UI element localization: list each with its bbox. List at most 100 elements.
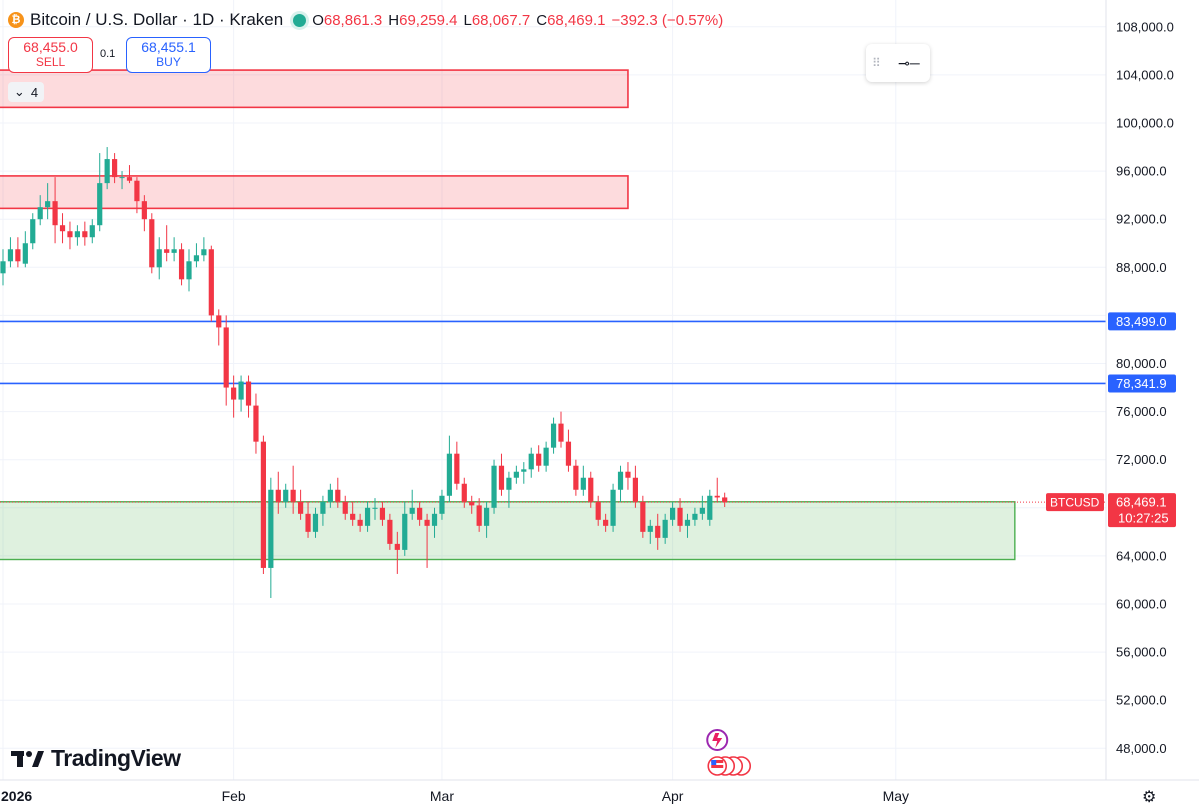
sell-label: SELL bbox=[35, 55, 66, 69]
us-flag-icon bbox=[711, 760, 717, 765]
close-label: C bbox=[536, 11, 548, 29]
symbol-tag bbox=[1046, 493, 1104, 512]
candle bbox=[379, 501, 386, 526]
candle bbox=[617, 465, 624, 502]
candle-body bbox=[67, 231, 73, 238]
candle bbox=[298, 489, 304, 520]
candle-body bbox=[484, 507, 490, 526]
price-tag bbox=[1108, 374, 1176, 393]
candle bbox=[603, 513, 609, 532]
candle-body bbox=[558, 423, 564, 442]
candle-body bbox=[550, 423, 557, 448]
symbol-title[interactable]: Bitcoin / U.S. Dollar · 1D · Kraken bbox=[30, 10, 284, 29]
buy-label: BUY bbox=[156, 55, 181, 69]
high-label: H bbox=[388, 11, 400, 29]
candle-body bbox=[208, 249, 214, 316]
candle bbox=[104, 147, 110, 190]
candle bbox=[134, 177, 140, 214]
candle-body bbox=[260, 441, 266, 568]
candle-body bbox=[528, 453, 534, 470]
candle-body bbox=[134, 180, 140, 202]
candle bbox=[431, 507, 438, 538]
candle-body bbox=[275, 489, 281, 502]
candle bbox=[498, 453, 505, 496]
candle-body bbox=[491, 465, 497, 508]
candle bbox=[402, 501, 408, 556]
indicators-toggle-button[interactable]: ⌄ 4 bbox=[8, 82, 44, 102]
candle bbox=[476, 498, 482, 532]
candle bbox=[454, 441, 460, 490]
candle bbox=[193, 243, 200, 268]
price-tag bbox=[1108, 312, 1176, 331]
candle-body bbox=[357, 519, 363, 526]
time-axis-label: Apr bbox=[662, 788, 684, 804]
candle-body bbox=[283, 489, 289, 502]
drawing-tool-widget[interactable]: ⠿ ⊸─ bbox=[866, 44, 930, 82]
candle-body bbox=[112, 159, 118, 178]
candle bbox=[335, 477, 341, 508]
candle-body bbox=[238, 381, 244, 400]
candle-body bbox=[632, 477, 638, 502]
candle-body bbox=[350, 513, 356, 520]
candle-body bbox=[670, 507, 676, 520]
sell-button[interactable]: 68,455.0 SELL bbox=[8, 37, 93, 73]
settings-gear-icon[interactable]: ⚙ bbox=[1142, 789, 1157, 806]
candle-body bbox=[617, 471, 624, 490]
candle bbox=[722, 492, 728, 507]
ohlc-values: O68,861.3 H69,259.4 L68,067.7 C68,469.1 … bbox=[312, 12, 723, 29]
sell-price: 68,455.0 bbox=[23, 39, 78, 55]
price-tag-label: 83,499.0 bbox=[1116, 314, 1167, 329]
price-axis-label: 60,000.0 bbox=[1116, 597, 1167, 612]
tradingview-logo[interactable]: TradingView bbox=[11, 745, 181, 772]
candle bbox=[327, 483, 333, 508]
candle bbox=[610, 483, 616, 532]
candle bbox=[216, 309, 222, 346]
candle-body bbox=[417, 507, 423, 520]
candle-body bbox=[15, 249, 21, 262]
candle-body bbox=[0, 261, 6, 274]
market-status-icon[interactable] bbox=[293, 13, 307, 27]
candle-body bbox=[707, 495, 713, 520]
countdown-label: 10:27:25 bbox=[1118, 511, 1169, 526]
resistance-zone bbox=[0, 175, 629, 210]
candle-body bbox=[327, 489, 333, 502]
resistance-zone bbox=[0, 69, 629, 109]
candle-body bbox=[647, 525, 653, 532]
candle bbox=[387, 513, 393, 550]
candle-body bbox=[446, 453, 452, 496]
candle bbox=[156, 237, 162, 280]
candle-body bbox=[409, 507, 415, 514]
close-value: 68,469.1 bbox=[547, 11, 606, 29]
candle bbox=[632, 465, 638, 508]
candle bbox=[238, 375, 244, 412]
price-axis-label: 64,000.0 bbox=[1116, 548, 1167, 563]
candle-body bbox=[223, 327, 229, 388]
candle bbox=[484, 501, 490, 538]
candle-body bbox=[573, 465, 579, 490]
drag-handle-icon[interactable]: ⠿ bbox=[872, 56, 881, 70]
candle bbox=[290, 465, 296, 514]
candle-body bbox=[662, 519, 668, 538]
chevron-down-icon: ⌄ bbox=[13, 84, 25, 99]
time-axis-label: 2026 bbox=[1, 788, 32, 804]
candle-body bbox=[476, 505, 482, 526]
buy-button[interactable]: 68,455.1 BUY bbox=[126, 37, 211, 73]
candle bbox=[543, 441, 549, 472]
candle-body bbox=[536, 453, 542, 466]
candle-body bbox=[298, 501, 304, 514]
candle bbox=[684, 513, 691, 538]
spread-value: 0.1 bbox=[100, 48, 116, 60]
horizontal-line-tool-icon[interactable]: ⊸─ bbox=[898, 54, 920, 71]
candle-body bbox=[245, 381, 252, 406]
symbol-header: ₿ Bitcoin / U.S. Dollar · 1D · Kraken O6… bbox=[8, 9, 723, 31]
candle bbox=[446, 435, 452, 502]
candle bbox=[424, 513, 430, 568]
candle bbox=[647, 519, 653, 544]
candle bbox=[126, 165, 133, 184]
candle bbox=[662, 513, 668, 544]
high-value: 69,259.4 bbox=[399, 11, 458, 29]
candle bbox=[491, 459, 497, 514]
candle-body bbox=[402, 513, 408, 550]
price-axis-label: 80,000.0 bbox=[1116, 356, 1167, 371]
